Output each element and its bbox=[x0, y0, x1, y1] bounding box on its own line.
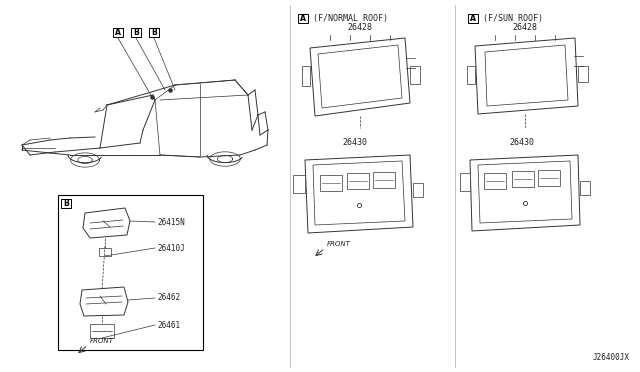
Bar bbox=[293, 175, 305, 193]
Bar bbox=[512, 171, 534, 187]
Bar bbox=[320, 175, 342, 191]
Bar bbox=[578, 66, 588, 82]
Bar bbox=[468, 13, 478, 22]
Text: A: A bbox=[300, 13, 306, 22]
Bar bbox=[131, 28, 141, 36]
Bar bbox=[460, 173, 470, 191]
Text: 26461: 26461 bbox=[157, 321, 180, 330]
Bar bbox=[467, 66, 475, 84]
Text: 26410J: 26410J bbox=[157, 244, 185, 253]
Text: 26415N: 26415N bbox=[157, 218, 185, 227]
Text: 26428: 26428 bbox=[348, 23, 372, 32]
Bar bbox=[113, 28, 123, 36]
Text: 26430: 26430 bbox=[509, 138, 534, 147]
Text: B: B bbox=[151, 28, 157, 36]
Text: 26462: 26462 bbox=[157, 294, 180, 302]
Bar bbox=[347, 173, 369, 189]
Bar bbox=[149, 28, 159, 36]
Text: FRONT: FRONT bbox=[90, 338, 114, 344]
Bar bbox=[90, 324, 114, 338]
Bar bbox=[58, 195, 203, 350]
Bar bbox=[61, 199, 71, 208]
Bar bbox=[302, 66, 310, 86]
Bar bbox=[413, 183, 423, 197]
Text: A: A bbox=[115, 28, 121, 36]
Text: J26400JX: J26400JX bbox=[593, 353, 630, 362]
Text: B: B bbox=[133, 28, 139, 36]
Bar bbox=[538, 170, 560, 186]
Text: 26430: 26430 bbox=[342, 138, 367, 147]
Text: 26428: 26428 bbox=[513, 23, 538, 32]
Bar bbox=[373, 172, 395, 188]
Text: (F/SUN ROOF): (F/SUN ROOF) bbox=[483, 13, 543, 22]
Text: FRONT: FRONT bbox=[327, 241, 351, 247]
Bar bbox=[410, 66, 420, 84]
Bar bbox=[484, 173, 506, 189]
Bar bbox=[580, 181, 590, 195]
Text: B: B bbox=[63, 199, 69, 208]
Text: A: A bbox=[470, 13, 476, 22]
Bar bbox=[99, 248, 111, 256]
Bar bbox=[298, 13, 308, 22]
Text: (F/NORMAL ROOF): (F/NORMAL ROOF) bbox=[313, 13, 388, 22]
